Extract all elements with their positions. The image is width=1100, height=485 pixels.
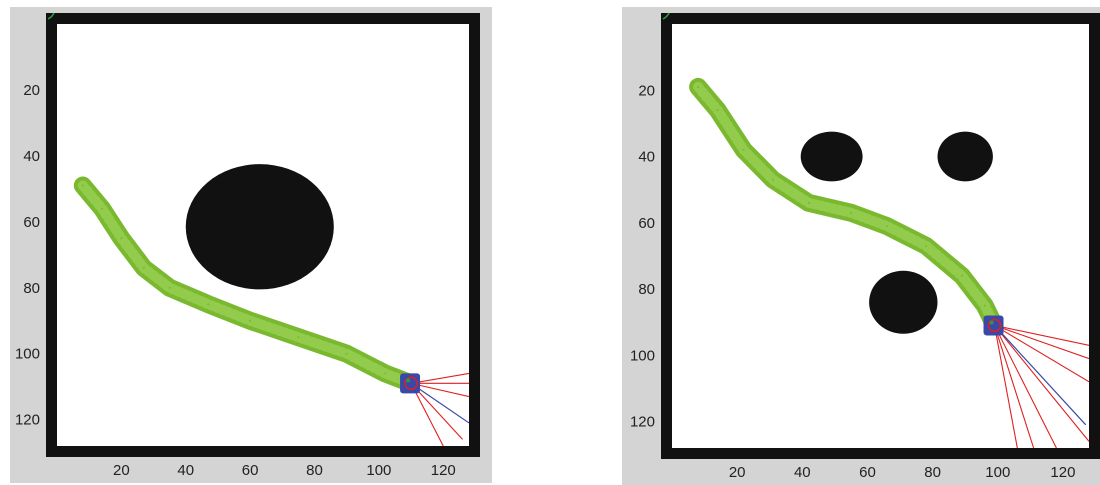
trajectory-point (771, 178, 774, 181)
x-tick-label: 80 (924, 464, 941, 481)
sensor-ray (994, 324, 1089, 360)
trajectory-point (345, 352, 348, 355)
y-tick-label: 60 (638, 215, 655, 232)
sensor-ray (410, 382, 463, 440)
sensor-ray (410, 382, 469, 398)
sensor-ray (994, 324, 1089, 383)
obstacle (869, 270, 938, 334)
sensor-ray (994, 325, 1057, 448)
trajectory-point (81, 184, 84, 187)
obstacle (800, 131, 863, 182)
trajectory-point (249, 319, 252, 322)
robot-center (989, 320, 994, 325)
sensor-ray (994, 325, 1089, 442)
x-tick-label: 20 (729, 464, 746, 481)
robot-center (406, 378, 411, 383)
plot-content (73, 164, 469, 446)
heading-ray (410, 382, 469, 424)
trajectory-point (886, 225, 889, 228)
heading-ray (994, 325, 1087, 426)
trajectory-point (168, 286, 171, 289)
trajectory-point (742, 148, 745, 151)
x-tick-label: 120 (431, 462, 456, 479)
x-tick-label: 40 (177, 462, 194, 479)
robot-sensor-ring (404, 376, 418, 391)
sensor-ray (994, 324, 1089, 346)
trajectory-point (716, 109, 719, 112)
y-tick-label: 40 (23, 148, 40, 165)
x-tick-label: 40 (794, 464, 811, 481)
trajectory-point (983, 304, 986, 307)
sensor-ray (410, 372, 469, 384)
x-tick-label: 60 (242, 462, 259, 479)
trajectory-point (384, 372, 387, 375)
trajectory-point (925, 244, 928, 247)
corner-mark (662, 12, 670, 20)
y-tick-label: 20 (638, 82, 655, 99)
trajectory-point (850, 211, 853, 214)
plot-canvas-left: 20 40 60 80 100 120 20 40 60 80 100 120 (15, 12, 480, 479)
x-tick-label: 60 (859, 464, 876, 481)
x-tick-label: 120 (1050, 464, 1075, 481)
y-tick-label: 80 (23, 280, 40, 297)
trajectory-point (120, 237, 123, 240)
obstacle (185, 164, 334, 290)
x-tick-label: 100 (366, 462, 391, 479)
y-tick-label: 60 (23, 214, 40, 231)
path-plot-right: 20 40 60 80 100 120 20 40 60 80 100 120 (622, 7, 1100, 485)
y-tick-label: 120 (630, 414, 655, 431)
y-tick-label: 100 (15, 346, 40, 363)
sensor-ray (410, 383, 444, 446)
y-tick-label: 40 (638, 149, 655, 166)
obstacle (937, 131, 993, 182)
robot-sensor-ring (987, 318, 1002, 333)
trajectory-point (297, 336, 300, 339)
sensor-ray (993, 325, 1035, 448)
y-tick-label: 20 (23, 82, 40, 99)
y-tick-label: 100 (630, 347, 655, 364)
trajectory-point (960, 274, 963, 277)
trajectory-point (101, 207, 104, 210)
y-tick-label: 120 (15, 412, 40, 429)
y-tick-label: 80 (638, 281, 655, 298)
sensor-ray (993, 325, 1018, 448)
plot-canvas-right: 20 40 60 80 100 120 20 40 60 80 100 120 (630, 12, 1100, 481)
trajectory-point (807, 201, 810, 204)
trajectory-point (697, 85, 700, 88)
trajectory-point (207, 303, 210, 306)
trajectory-point (142, 266, 145, 269)
x-tick-label: 80 (306, 462, 323, 479)
plot-area (672, 24, 1089, 448)
x-tick-label: 100 (985, 464, 1010, 481)
plot-content (689, 77, 1089, 448)
x-tick-label: 20 (113, 462, 130, 479)
corner-mark (47, 12, 55, 20)
path-plot-left: 20 40 60 80 100 120 20 40 60 80 100 120 (10, 7, 492, 483)
